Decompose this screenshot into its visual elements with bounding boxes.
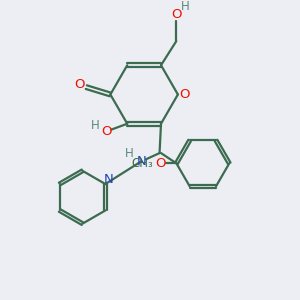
Text: O: O xyxy=(179,88,190,101)
Text: O: O xyxy=(171,8,181,21)
Text: H: H xyxy=(124,147,134,160)
Text: CH₃: CH₃ xyxy=(131,157,153,170)
Text: N: N xyxy=(104,173,114,186)
Text: N: N xyxy=(136,155,146,168)
Text: H: H xyxy=(181,0,190,13)
Text: H: H xyxy=(91,119,99,132)
Text: O: O xyxy=(155,157,166,170)
Text: O: O xyxy=(101,124,111,138)
Text: O: O xyxy=(75,78,85,91)
